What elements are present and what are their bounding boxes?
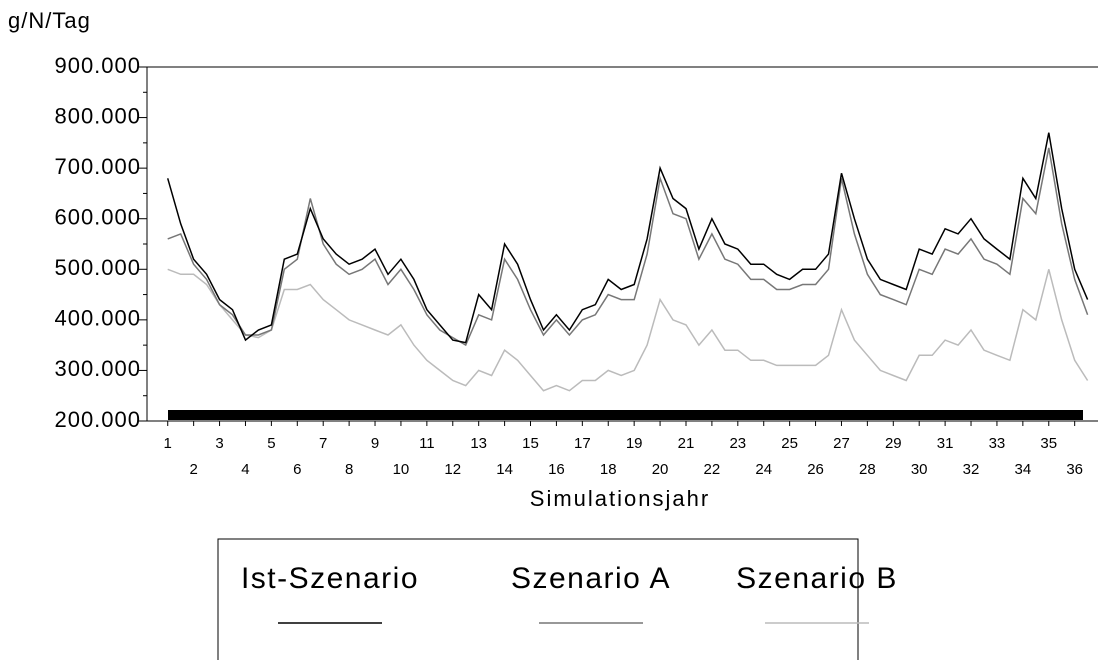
x-tick-label: 26 — [807, 461, 824, 478]
x-tick-label: 9 — [371, 435, 379, 452]
x-tick-label: 4 — [241, 461, 249, 478]
x-tick-label: 15 — [522, 435, 539, 452]
y-tick-label: 800.000 — [54, 103, 141, 128]
x-tick-label: 23 — [729, 435, 746, 452]
x-tick-label: 6 — [293, 461, 301, 478]
y-tick-label: 600.000 — [54, 205, 141, 230]
x-tick-label: 27 — [833, 435, 850, 452]
x-tick-label: 30 — [911, 461, 928, 478]
x-tick-label: 14 — [496, 461, 513, 478]
legend-box — [217, 538, 859, 660]
x-tick-label: 19 — [626, 435, 643, 452]
legend-label: Szenario A — [511, 562, 671, 595]
x-tick-label: 8 — [345, 461, 353, 478]
x-tick-label: 2 — [189, 461, 197, 478]
x-tick-label: 16 — [548, 461, 565, 478]
x-tick-label: 13 — [470, 435, 487, 452]
y-tick-label: 400.000 — [54, 306, 141, 331]
legend-label: Ist-Szenario — [241, 562, 419, 595]
y-tick-label: 300.000 — [54, 356, 141, 381]
x-tick-label: 29 — [885, 435, 902, 452]
y-tick-label: 500.000 — [54, 255, 141, 280]
x-tick-label: 31 — [937, 435, 954, 452]
series-line — [167, 268, 1089, 392]
x-axis-label: Simulationsjahr — [530, 486, 710, 511]
x-tick-label: 34 — [1015, 461, 1032, 478]
x-tick-label: 36 — [1066, 461, 1083, 478]
x-tick-label: 20 — [652, 461, 669, 478]
x-tick-label: 11 — [419, 435, 435, 452]
y-axis-label: g/N/Tag — [8, 8, 91, 33]
y-tick-label: 200.000 — [54, 407, 141, 432]
x-tick-label: 28 — [859, 461, 876, 478]
x-tick-label: 21 — [678, 435, 695, 452]
legend-label: Szenario B — [736, 562, 898, 595]
series-line — [166, 132, 1089, 344]
x-tick-label: 18 — [600, 461, 617, 478]
x-tick-label: 22 — [704, 461, 721, 478]
x-tick-label: 17 — [574, 435, 591, 452]
x-tick-label: 12 — [444, 461, 461, 478]
x-tick-label: 32 — [963, 461, 980, 478]
x-tick-label: 24 — [755, 461, 772, 478]
x-tick-label: 35 — [1040, 435, 1057, 452]
y-tick-label: 700.000 — [54, 154, 141, 179]
x-tick-label: 25 — [781, 435, 798, 452]
x-tick-label: 33 — [989, 435, 1006, 452]
x-tick-label: 10 — [393, 461, 410, 478]
baseline-band — [168, 410, 1083, 420]
x-tick-label: 3 — [215, 435, 223, 452]
y-tick-label: 900.000 — [54, 53, 141, 78]
x-tick-label: 7 — [319, 435, 327, 452]
series-line — [167, 147, 1089, 347]
x-tick-label: 5 — [267, 435, 275, 452]
x-tick-label: 1 — [164, 435, 172, 452]
